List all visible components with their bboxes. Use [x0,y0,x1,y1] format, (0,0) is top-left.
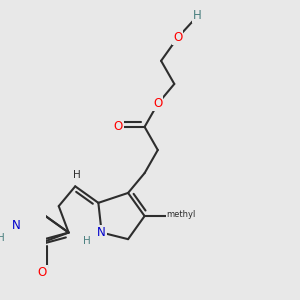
Text: N: N [11,220,20,232]
Text: H: H [83,236,91,246]
Text: O: O [38,266,47,279]
Text: N: N [97,226,106,239]
Text: O: O [113,120,123,134]
Text: H: H [73,170,81,180]
Text: H: H [0,232,5,242]
Text: O: O [153,97,162,110]
Text: H: H [193,9,202,22]
Text: O: O [173,31,182,44]
Text: methyl: methyl [166,210,196,219]
